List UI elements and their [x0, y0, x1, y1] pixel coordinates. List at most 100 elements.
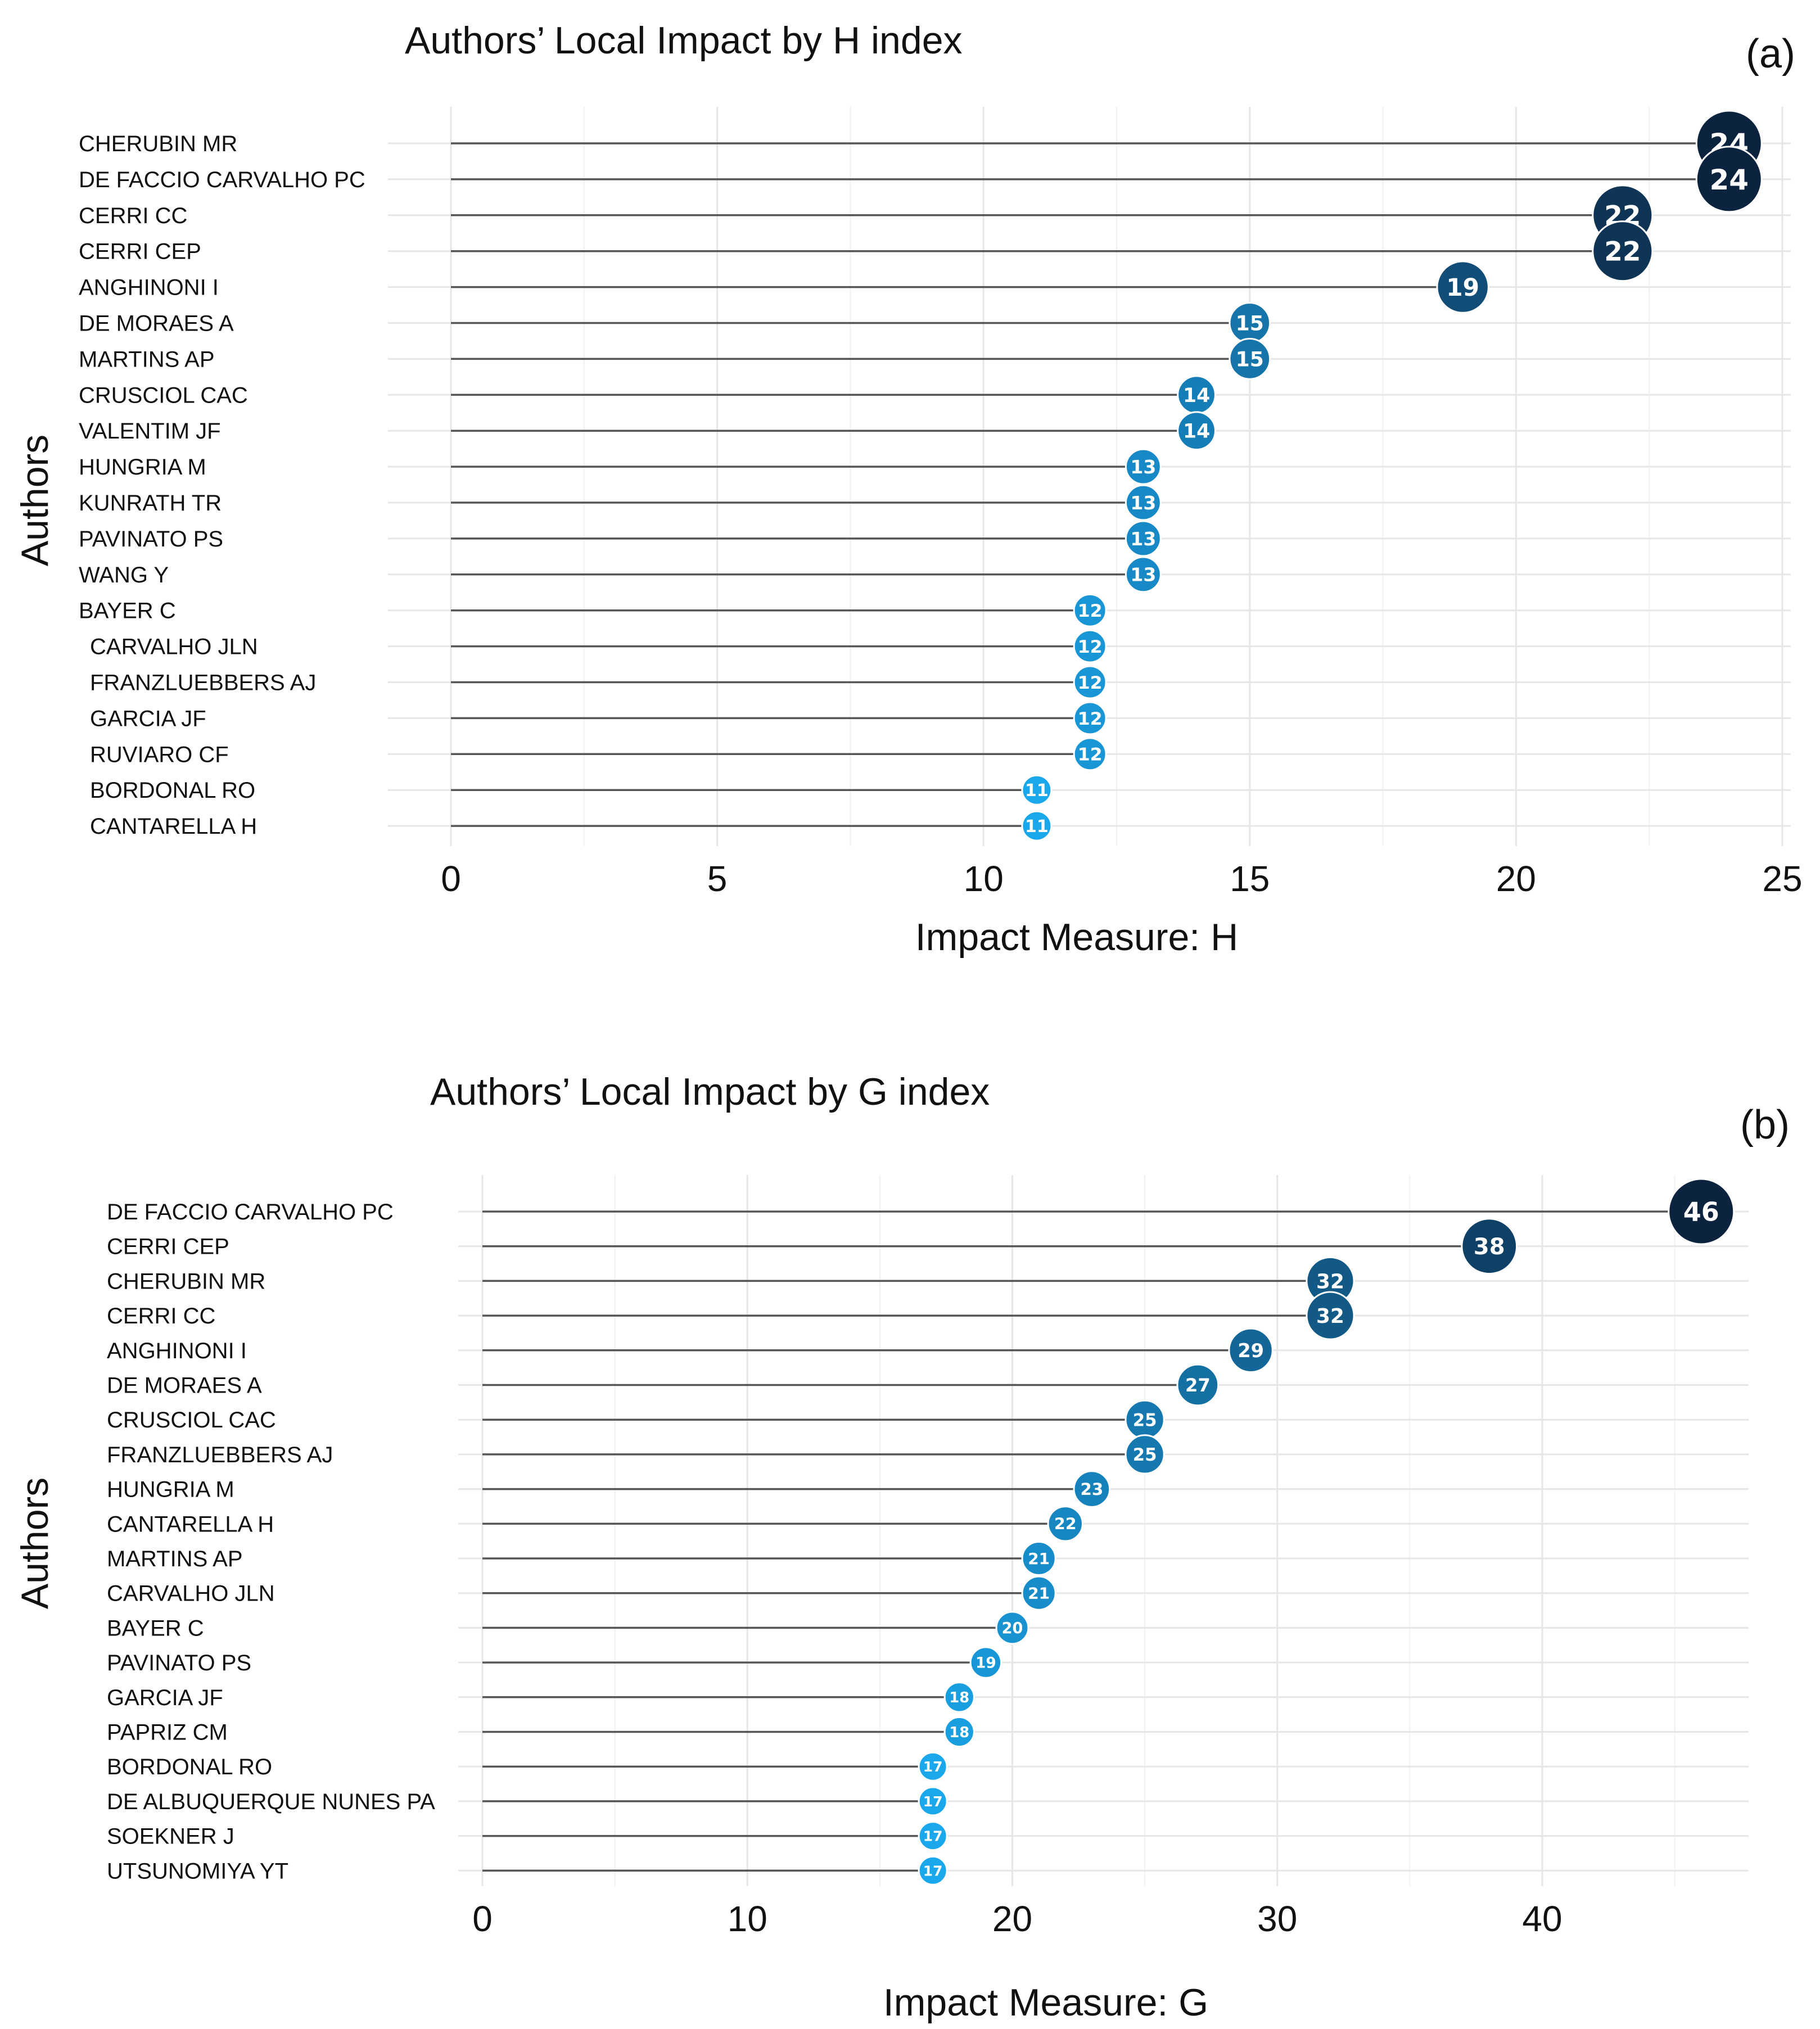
point-value-label: 17	[923, 1759, 943, 1775]
lollipop-point	[969, 1646, 1002, 1679]
lollipop-point	[1176, 1363, 1220, 1407]
chart-b-x-ticks: 0 10 20 30 40	[472, 1899, 1562, 1939]
lollipop-point	[1124, 1434, 1165, 1475]
category-label: CHERUBIN MR	[79, 132, 237, 156]
lollipop-point	[1021, 1540, 1056, 1576]
lollipop-point	[1047, 1506, 1083, 1542]
x-tick-label: 0	[472, 1899, 493, 1939]
point-value-label: 12	[1078, 745, 1103, 765]
x-tick-label: 20	[992, 1899, 1032, 1939]
point-value-label: 11	[1025, 781, 1049, 801]
category-label: CANTARELLA H	[90, 814, 257, 839]
category-label: ANGHINONI I	[107, 1339, 247, 1363]
category-label: MARTINS AP	[79, 347, 215, 372]
point-value-label: 17	[923, 1828, 943, 1845]
point-value-label: 11	[1025, 817, 1049, 837]
lollipop-point	[1073, 701, 1107, 735]
category-label: GARCIA JF	[107, 1685, 223, 1710]
category-label: CANTARELLA H	[107, 1512, 274, 1537]
h-index-chart: Authors’ Local Impact by H index (a) 24 2…	[13, 19, 1803, 959]
lollipop-point	[1021, 810, 1053, 842]
g-index-chart: Authors’ Local Impact by G index (b) 46 3…	[13, 1070, 1790, 2024]
chart-b-title: Authors’ Local Impact by G index	[430, 1070, 990, 1113]
point-value-label: 12	[1078, 709, 1103, 729]
lollipop-point	[1124, 484, 1162, 521]
category-label: CARVALHO JLN	[90, 635, 258, 659]
category-label: RUVIARO CF	[90, 742, 229, 767]
lollipop-point	[995, 1611, 1029, 1645]
category-label: MARTINS AP	[107, 1547, 243, 1571]
x-tick-label: 0	[441, 858, 461, 899]
point-value-label: 38	[1474, 1234, 1505, 1260]
category-label: DE FACCIO CARVALHO PC	[79, 168, 365, 192]
chart-a-x-axis-label: Impact Measure: H	[915, 916, 1238, 959]
category-label: FRANZLUEBBERS AJ	[90, 671, 316, 695]
category-label: DE MORAES A	[79, 311, 234, 336]
category-label: CRUSCIOL CAC	[79, 383, 248, 408]
chart-a-title: Authors’ Local Impact by H index	[405, 19, 963, 62]
lollipop-point	[1073, 737, 1107, 771]
lollipop-point	[918, 1821, 948, 1851]
lollipop-point	[1592, 220, 1654, 282]
chart-b-x-axis-label: Impact Measure: G	[883, 1981, 1208, 2024]
point-value-label: 15	[1236, 347, 1264, 371]
category-label: CERRI CC	[107, 1304, 215, 1328]
point-value-label: 13	[1130, 564, 1156, 586]
point-value-label: 32	[1316, 1270, 1344, 1293]
category-label: HUNGRIA M	[107, 1477, 234, 1502]
category-label: CHERUBIN MR	[107, 1269, 265, 1294]
lollipop-point	[918, 1751, 948, 1782]
x-tick-label: 15	[1230, 858, 1270, 899]
category-label: FRANZLUEBBERS AJ	[107, 1443, 333, 1467]
point-value-label: 14	[1183, 385, 1210, 407]
chart-a-grid	[388, 107, 1791, 846]
point-value-label: 22	[1054, 1515, 1077, 1534]
point-value-label: 25	[1133, 1445, 1157, 1465]
category-label: BAYER C	[79, 599, 176, 623]
x-tick-label: 20	[1496, 858, 1536, 899]
chart-a-panel-label: (a)	[1746, 31, 1795, 76]
x-tick-label: 25	[1762, 858, 1802, 899]
point-value-label: 27	[1185, 1375, 1211, 1396]
point-value-label: 13	[1130, 492, 1156, 514]
chart-b-stems	[482, 1210, 1701, 1872]
point-value-label: 29	[1238, 1340, 1264, 1362]
category-label: BAYER C	[107, 1616, 204, 1641]
point-value-label: 25	[1133, 1410, 1157, 1430]
category-label: HUNGRIA M	[79, 455, 206, 480]
point-value-label: 12	[1078, 601, 1103, 621]
lollipop-point	[1073, 593, 1107, 627]
x-tick-label: 5	[707, 858, 728, 899]
lollipop-point	[1229, 338, 1271, 380]
lollipop-point	[1436, 260, 1489, 314]
category-label: ANGHINONI I	[79, 275, 219, 300]
lollipop-point	[1073, 1470, 1111, 1508]
category-label: CERRI CC	[79, 204, 187, 228]
chart-a-x-ticks: 0 5 10 15 20 25	[441, 858, 1802, 899]
x-tick-label: 10	[728, 1899, 767, 1939]
point-value-label: 46	[1683, 1197, 1719, 1227]
category-label: PAPRIZ CM	[107, 1720, 228, 1745]
point-value-label: 22	[1604, 237, 1641, 268]
category-label: WANG Y	[79, 563, 169, 588]
point-value-label: 23	[1080, 1480, 1103, 1499]
x-tick-label: 40	[1522, 1899, 1562, 1939]
lollipop-point	[1073, 665, 1107, 699]
point-value-label: 13	[1130, 456, 1156, 478]
point-value-label: 18	[949, 1724, 969, 1741]
point-value-label: 12	[1078, 673, 1103, 693]
lollipop-point	[1228, 1327, 1273, 1373]
category-label: DE MORAES A	[107, 1373, 262, 1398]
category-label: DE FACCIO CARVALHO PC	[107, 1200, 394, 1224]
category-label: PAVINATO PS	[107, 1651, 251, 1675]
lollipop-point	[1124, 448, 1162, 485]
lollipop-point	[1124, 556, 1162, 593]
x-tick-label: 30	[1257, 1899, 1297, 1939]
x-tick-label: 10	[964, 858, 1004, 899]
category-label: CRUSCIOL CAC	[107, 1408, 276, 1432]
point-value-label: 17	[923, 1863, 943, 1879]
category-label: BORDONAL RO	[107, 1755, 272, 1779]
category-label: VALENTIM JF	[79, 419, 221, 444]
point-value-label: 21	[1028, 1584, 1050, 1603]
